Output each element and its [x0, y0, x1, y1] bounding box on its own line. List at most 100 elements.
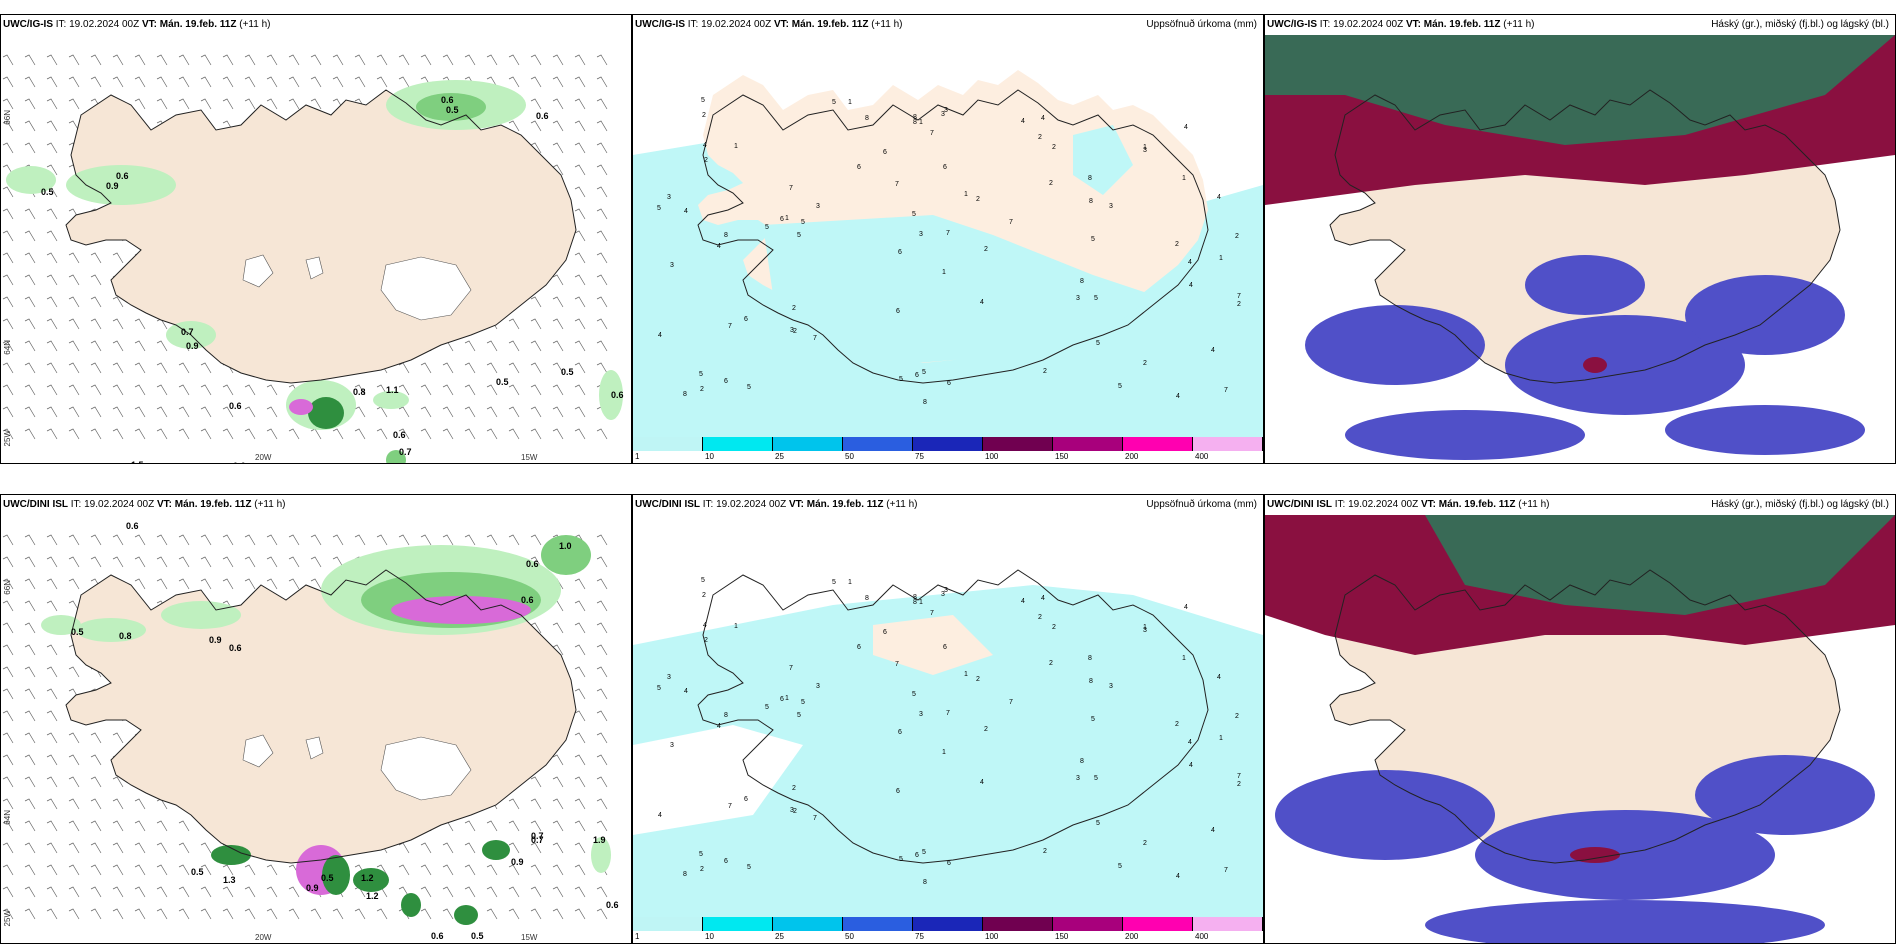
precip-value-label: 0.5: [446, 105, 459, 115]
colorbar-swatch: [773, 437, 843, 451]
precip-value-label: 0.6: [233, 461, 246, 463]
precip-value-label: 0.5: [41, 187, 54, 197]
precip-value-label: 0.6: [126, 521, 139, 531]
lat-label-66: 66N: [3, 580, 12, 595]
colorbar-swatch: [773, 917, 843, 931]
colorbar: 1 10 25 50 75 100 150 200 400: [633, 437, 1263, 463]
colorbar-label: 400: [1195, 932, 1209, 941]
colorbar-label: 150: [1055, 932, 1069, 941]
precip-value-label: 0.6: [606, 900, 619, 910]
precip-value-label: 0.7: [399, 447, 412, 457]
panel-ig-cloud: UWC/IG-IS IT: 19.02.2024 00Z VT: Mán. 19…: [1264, 14, 1896, 464]
colorbar-label: 1: [635, 452, 640, 461]
colorbar-label: 100: [985, 452, 999, 461]
precip-value-label: 1.5: [131, 460, 144, 463]
precip-value-label: 0.8: [353, 387, 366, 397]
panel-ig-accum: UWC/IG-IS IT: 19.02.2024 00Z VT: Mán. 19…: [632, 14, 1264, 464]
map-cloud-cover[interactable]: [1265, 35, 1895, 463]
precip-value-label: 0.5: [71, 627, 84, 637]
colorbar-swatch: [703, 917, 773, 931]
precip-value-label: 1.2: [366, 891, 379, 901]
precip-value-label: 0.6: [229, 643, 242, 653]
colorbar-swatch: [633, 437, 703, 451]
lon-label-15: 15W: [521, 933, 538, 942]
precip-value-label: 0.6: [431, 931, 444, 941]
colorbar-label: 25: [775, 932, 784, 941]
panel-ig-wind: UWC/IG-IS IT: 19.02.2024 00Z VT: Mán. 19…: [0, 14, 632, 464]
colorbar-label: 200: [1125, 452, 1139, 461]
precip-value-label: 0.8: [119, 631, 132, 641]
lat-label-64: 64N: [3, 810, 12, 825]
precip-value-label: 0.6: [521, 595, 534, 605]
precip-value-label: 0.9: [306, 883, 319, 893]
colorbar-label: 10: [705, 932, 714, 941]
panel-header: UWC/IG-IS IT: 19.02.2024 00Z VT: Mán. 19…: [1267, 19, 1889, 30]
map-wind-precip[interactable]: [1, 35, 631, 463]
precip-value-label: 0.6: [229, 401, 242, 411]
precip-value-label: 1.9: [593, 835, 606, 845]
precip-value-label: 0.6: [536, 111, 549, 121]
colorbar-swatch: [703, 437, 773, 451]
map-accum-precip[interactable]: [633, 515, 1263, 917]
precip-value-label: 0.5: [496, 377, 509, 387]
lat-label-66: 66N: [3, 110, 12, 125]
panel-header: UWC/DINI ISL IT: 19.02.2024 00Z VT: Mán.…: [635, 499, 1257, 510]
colorbar-label: 50: [845, 452, 854, 461]
map-accum-precip[interactable]: [633, 35, 1263, 437]
precip-value-label: 0.7: [181, 327, 194, 337]
map-cloud-cover[interactable]: [1265, 515, 1895, 943]
colorbar-swatch: [1193, 437, 1263, 451]
colorbar-swatch: [1123, 917, 1193, 931]
colorbar-swatch: [983, 917, 1053, 931]
panel-header: UWC/DINI ISL IT: 19.02.2024 00Z VT: Mán.…: [3, 499, 286, 510]
precip-value-label: 0.7: [531, 831, 544, 841]
precip-value-label: 0.5: [471, 931, 484, 941]
colorbar-label: 100: [985, 932, 999, 941]
precip-value-label: 0.6: [441, 95, 454, 105]
precip-value-label: 0.5: [321, 873, 334, 883]
lon-label-25: 25W: [3, 430, 12, 447]
colorbar-label: 1: [635, 932, 640, 941]
colorbar-label: 75: [915, 932, 924, 941]
lon-label-15: 15W: [521, 453, 538, 462]
precip-value-label: 1.1: [386, 385, 399, 395]
panel-header: UWC/DINI ISL IT: 19.02.2024 00Z VT: Mán.…: [1267, 499, 1889, 510]
lon-label-25: 25W: [3, 910, 12, 927]
precip-value-label: 0.6: [116, 171, 129, 181]
lon-label-20: 20W: [255, 453, 272, 462]
colorbar-label: 50: [845, 932, 854, 941]
colorbar-label: 10: [705, 452, 714, 461]
precip-value-label: 1.2: [361, 873, 374, 883]
precip-value-label: 0.9: [186, 341, 199, 351]
colorbar-swatch: [1193, 917, 1263, 931]
lat-label-64: 64N: [3, 340, 12, 355]
precip-value-label: 0.6: [526, 559, 539, 569]
colorbar-swatch: [1123, 437, 1193, 451]
colorbar-label: 200: [1125, 932, 1139, 941]
precip-value-label: 0.9: [209, 635, 222, 645]
colorbar: 1 10 25 50 75 100 150 200 400: [633, 917, 1263, 943]
panel-dini-accum: UWC/DINI ISL IT: 19.02.2024 00Z VT: Mán.…: [632, 494, 1264, 944]
colorbar-swatch: [633, 917, 703, 931]
colorbar-swatch: [983, 437, 1053, 451]
colorbar-label: 400: [1195, 452, 1209, 461]
colorbar-swatch: [843, 917, 913, 931]
map-wind-precip[interactable]: [1, 515, 631, 943]
precip-value-label: 1.0: [559, 541, 572, 551]
precip-value-label: 1.3: [223, 875, 236, 885]
precip-value-label: 0.7: [531, 835, 544, 845]
precip-value-label: 0.5: [561, 367, 574, 377]
colorbar-swatch: [913, 917, 983, 931]
colorbar-swatch: [913, 437, 983, 451]
precip-value-label: 0.6: [393, 430, 406, 440]
colorbar-label: 150: [1055, 452, 1069, 461]
colorbar-label: 25: [775, 452, 784, 461]
panel-dini-cloud: UWC/DINI ISL IT: 19.02.2024 00Z VT: Mán.…: [1264, 494, 1896, 944]
precip-value-label: 0.9: [511, 857, 524, 867]
lon-label-20: 20W: [255, 933, 272, 942]
panel-dini-wind: UWC/DINI ISL IT: 19.02.2024 00Z VT: Mán.…: [0, 494, 632, 944]
precip-value-label: 0.5: [191, 867, 204, 877]
colorbar-swatch: [843, 437, 913, 451]
colorbar-label: 75: [915, 452, 924, 461]
colorbar-swatch: [1053, 437, 1123, 451]
